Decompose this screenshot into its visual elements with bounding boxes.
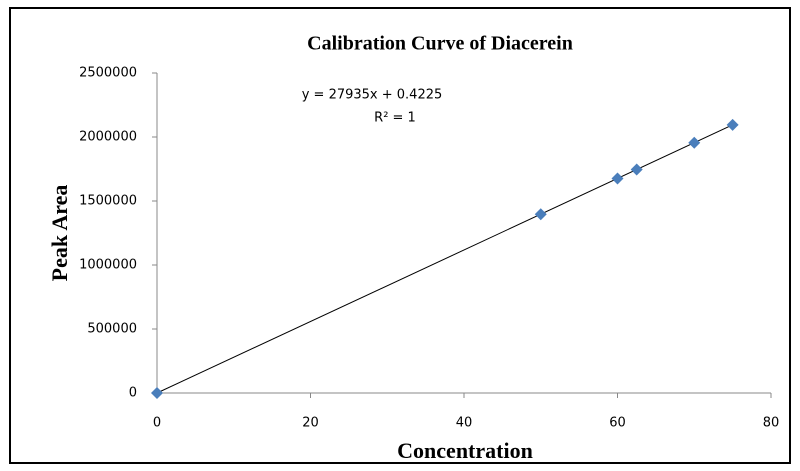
x-tick-label: 40 [456, 416, 473, 431]
data-point [630, 163, 643, 176]
y-tick-label: 1500000 [79, 194, 137, 209]
r-squared: R² = 1 [374, 111, 416, 126]
x-tick-label: 20 [302, 416, 319, 431]
x-tick-label: 60 [609, 416, 626, 431]
equation: y = 27935x + 0.4225 [302, 88, 443, 103]
y-tick-label: 0 [129, 386, 137, 401]
y-tick-label: 1000000 [79, 258, 137, 273]
x-tick-label: 80 [763, 416, 780, 431]
y-axis-title: Peak Area [47, 185, 72, 282]
y-tick-label: 500000 [87, 322, 137, 337]
chart-title: Calibration Curve of Diacerein [307, 33, 573, 55]
x-axis-title: Concentration [397, 438, 533, 463]
data-point [151, 387, 163, 399]
data-point [688, 136, 701, 149]
x-tick-label: 0 [153, 416, 161, 431]
data-point [726, 118, 739, 131]
data-point [611, 172, 624, 185]
y-tick-label: 2000000 [79, 130, 137, 145]
data-point [534, 208, 547, 221]
chart-border [9, 7, 791, 464]
y-tick-label: 2500000 [79, 66, 137, 81]
